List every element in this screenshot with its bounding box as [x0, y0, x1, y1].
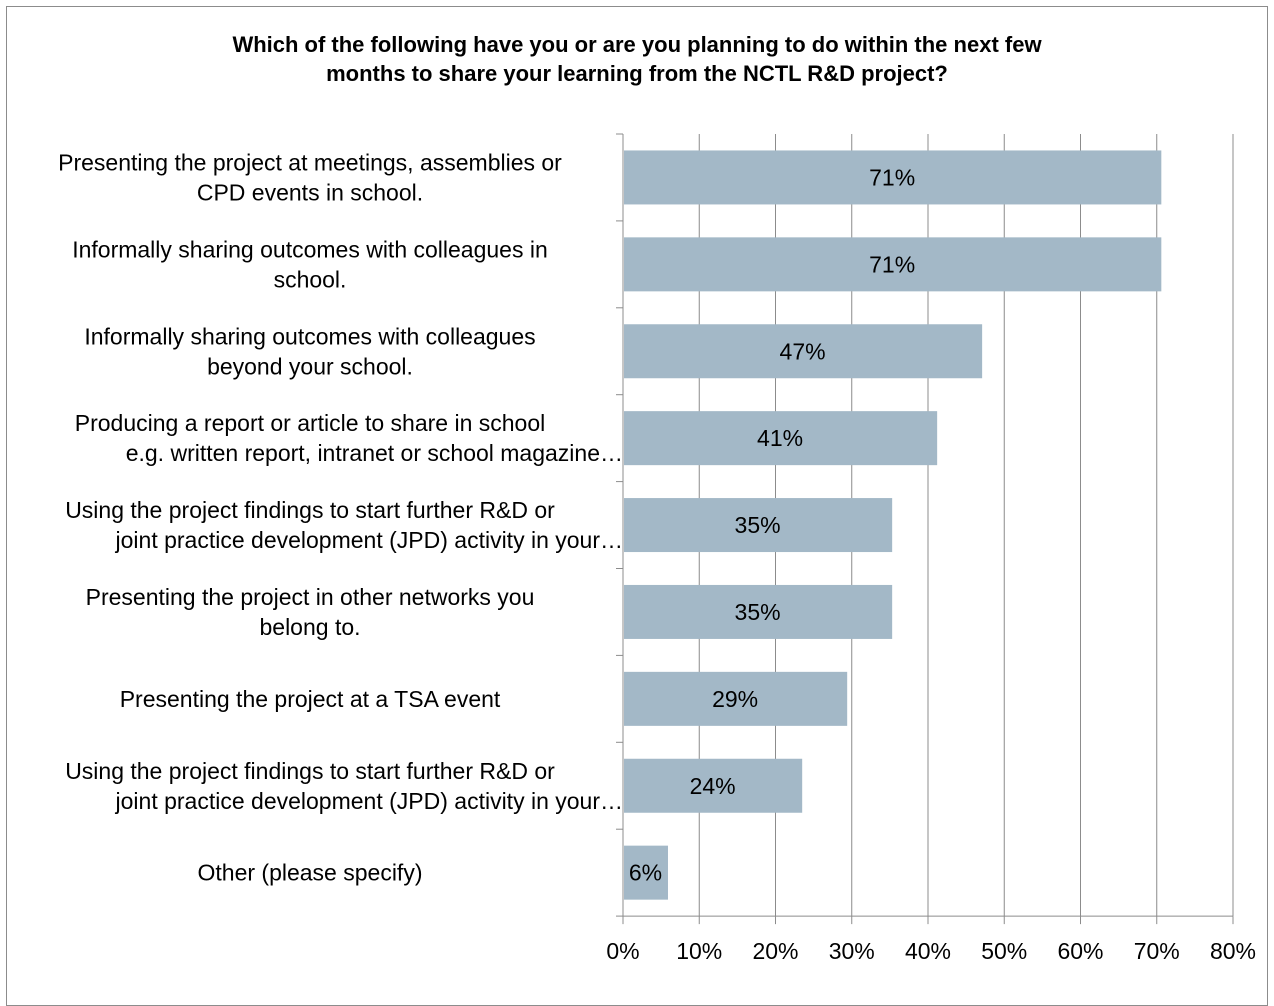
bar: [624, 845, 668, 900]
x-tick-label: 40%: [905, 938, 951, 964]
bar-value-label: 71%: [869, 251, 915, 277]
category-label: beyond your school.: [207, 353, 413, 379]
x-tick-label: 80%: [1210, 938, 1256, 964]
x-tick-label: 70%: [1134, 938, 1180, 964]
category-label: school.: [274, 266, 347, 292]
bar-value-label: 24%: [690, 773, 736, 799]
category-label: Presenting the project in other networks…: [86, 584, 535, 610]
bar-value-label: 6%: [629, 860, 662, 886]
x-tick-label: 50%: [981, 938, 1027, 964]
category-label: e.g. written report, intranet or school …: [126, 440, 623, 466]
category-label: belong to.: [259, 614, 360, 640]
bar-value-label: 35%: [735, 512, 781, 538]
chart-title-line-2: months to share your learning from the N…: [326, 61, 948, 86]
bar: [624, 671, 848, 726]
category-label: CPD events in school.: [197, 179, 423, 205]
bar: [624, 584, 893, 639]
category-label: Informally sharing outcomes with colleag…: [72, 236, 548, 262]
x-tick-label: 20%: [752, 938, 798, 964]
x-tick-label: 30%: [829, 938, 875, 964]
category-label: Using the project findings to start furt…: [65, 497, 555, 523]
bar-value-label: 35%: [735, 599, 781, 625]
bar-value-label: 29%: [712, 686, 758, 712]
category-label: joint practice development (JPD) activit…: [115, 527, 623, 553]
x-tick-label: 60%: [1057, 938, 1103, 964]
bar: [624, 237, 1162, 292]
category-label: joint practice development (JPD) activit…: [115, 788, 623, 814]
bar: [624, 324, 983, 379]
bar-value-label: 41%: [757, 425, 803, 451]
category-label: Producing a report or article to share i…: [75, 410, 545, 436]
bar-value-label: 71%: [869, 164, 915, 190]
bar: [624, 758, 803, 813]
bar: [624, 498, 893, 553]
category-label: Other (please specify): [198, 860, 423, 886]
chart-title: Which of the following have you or are y…: [0, 30, 1274, 88]
bar: [624, 150, 1162, 205]
category-label: Informally sharing outcomes with colleag…: [84, 323, 535, 349]
x-tick-label: 0%: [606, 938, 639, 964]
bar-value-label: 47%: [780, 338, 826, 364]
category-label: Presenting the project at meetings, asse…: [58, 149, 562, 175]
bar: [624, 411, 938, 466]
x-tick-label: 10%: [676, 938, 722, 964]
category-label: Presenting the project at a TSA event: [120, 686, 501, 712]
category-label: Using the project findings to start furt…: [65, 758, 555, 784]
chart-title-line-1: Which of the following have you or are y…: [232, 32, 1042, 57]
